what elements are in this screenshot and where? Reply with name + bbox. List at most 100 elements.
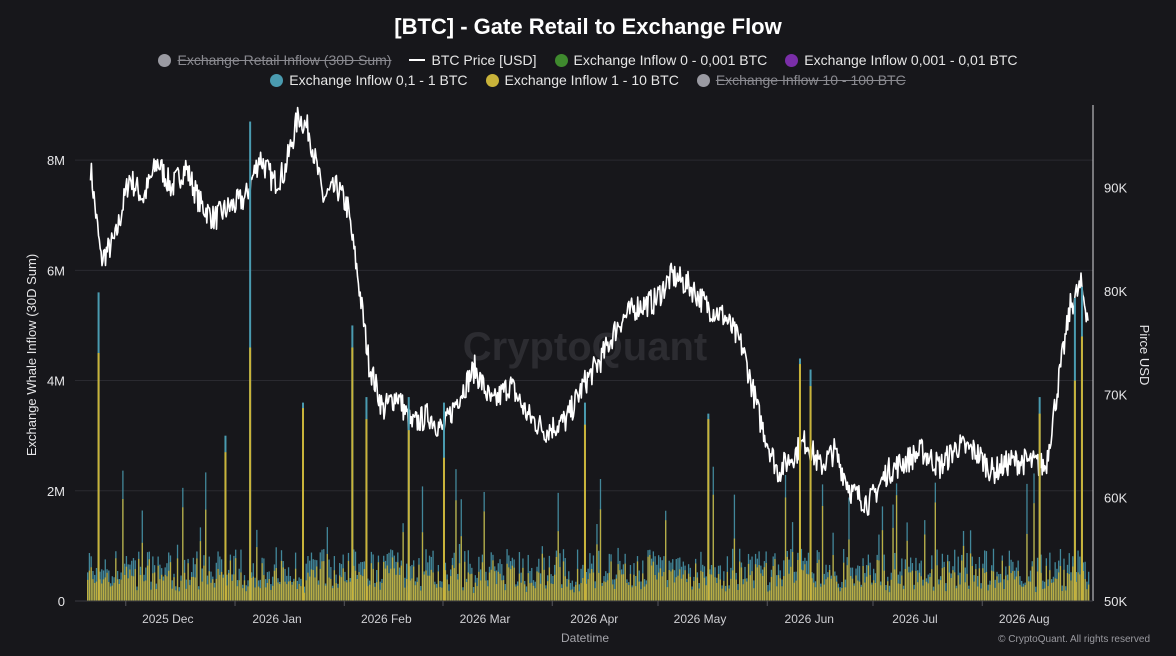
inflow-bar-1-10 bbox=[349, 581, 351, 601]
inflow-bar-1-10 bbox=[554, 574, 556, 601]
inflow-bar-1-10 bbox=[910, 572, 912, 601]
inflow-bar-1-10 bbox=[104, 577, 106, 601]
legend-line-icon bbox=[409, 59, 426, 61]
inflow-bar-1-10 bbox=[1072, 566, 1074, 601]
inflow-bar-1-10 bbox=[952, 570, 954, 601]
inflow-bar-1-10 bbox=[969, 553, 972, 601]
inflow-bar-1-10 bbox=[488, 572, 491, 601]
inflow-bar-1-10 bbox=[122, 498, 124, 601]
inflow-bar-1-10 bbox=[446, 579, 448, 601]
inflow-bar-1-10 bbox=[804, 564, 806, 601]
inflow-bar-1-10 bbox=[557, 531, 559, 601]
inflow-bar-1-10 bbox=[90, 567, 92, 601]
inflow-bar-1-10 bbox=[973, 581, 975, 601]
inflow-bar-1-10 bbox=[702, 571, 704, 601]
inflow-bar-1-10 bbox=[749, 575, 751, 601]
inflow-bar-1-10 bbox=[767, 591, 769, 601]
inflow-bar-1-10 bbox=[663, 571, 665, 601]
inflow-bar-1-10 bbox=[383, 561, 385, 601]
inflow-bar-1-10 bbox=[987, 590, 989, 601]
inflow-bar-1-10 bbox=[1008, 565, 1010, 601]
inflow-bar-1-10 bbox=[398, 574, 401, 601]
inflow-bar-1-10 bbox=[277, 582, 279, 601]
inflow-bar-1-10 bbox=[331, 588, 334, 601]
inflow-bar-1-10 bbox=[354, 570, 357, 601]
inflow-bar-1-10 bbox=[326, 553, 328, 601]
inflow-bar-1-10 bbox=[183, 572, 186, 601]
legend-item-inflow-0001-001[interactable]: Exchange Inflow 0,001 - 0,01 BTC bbox=[785, 52, 1018, 68]
inflow-bar-1-10 bbox=[550, 583, 552, 601]
inflow-bar-1-10 bbox=[795, 580, 797, 601]
inflow-bar-1-10 bbox=[652, 561, 655, 601]
spike-bar-1-10 bbox=[583, 424, 586, 601]
inflow-bar-1-10 bbox=[818, 559, 820, 601]
x-tick-label: 2025 Dec bbox=[142, 612, 193, 626]
inflow-bar-1-10 bbox=[164, 574, 166, 601]
inflow-bar-1-10 bbox=[783, 576, 785, 601]
spike-bar-1-10 bbox=[1080, 336, 1083, 601]
inflow-bar-1-10 bbox=[737, 589, 739, 601]
inflow-bar-1-10 bbox=[178, 591, 180, 601]
inflow-bar-1-10 bbox=[786, 556, 788, 601]
inflow-bar-1-10 bbox=[772, 566, 774, 601]
inflow-bar-1-10 bbox=[1052, 582, 1055, 601]
inflow-bar-1-10 bbox=[495, 584, 498, 601]
inflow-bar-1-10 bbox=[1043, 588, 1046, 601]
inflow-bar-1-10 bbox=[1042, 589, 1044, 601]
inflow-bar-1-10 bbox=[250, 577, 253, 601]
inflow-bar-1-10 bbox=[931, 569, 933, 601]
inflow-bar-1-10 bbox=[569, 590, 572, 601]
inflow-bar-1-10 bbox=[834, 576, 836, 601]
inflow-bar-1-10 bbox=[108, 581, 110, 601]
inflow-bar-1-10 bbox=[620, 574, 623, 601]
inflow-bar-1-10 bbox=[562, 561, 565, 601]
legend-item-btc-price[interactable]: BTC Price [USD] bbox=[409, 52, 537, 68]
inflow-bar-1-10 bbox=[543, 569, 545, 601]
x-tick-label: 2026 May bbox=[674, 612, 727, 626]
inflow-bar-1-10 bbox=[851, 578, 854, 601]
inflow-bar-1-10 bbox=[693, 580, 695, 601]
inflow-bar-1-10 bbox=[226, 585, 228, 601]
x-axis-ticks: 2025 Dec 2026 Jan 2026 Feb 2026 Mar 2026 Apr… bbox=[125, 601, 1050, 626]
inflow-bar-1-10 bbox=[441, 587, 443, 601]
inflow-bar-1-10 bbox=[317, 584, 320, 601]
legend-dot-icon bbox=[270, 73, 284, 87]
inflow-bar-1-10 bbox=[895, 495, 898, 601]
inflow-bar-1-10 bbox=[668, 570, 670, 601]
legend-row-1: Exchange Retail Inflow (30D Sum) BTC Pri… bbox=[0, 52, 1176, 68]
legend-item-inflow-1-10[interactable]: Exchange Inflow 1 - 10 BTC bbox=[485, 72, 679, 88]
inflow-bar-1-10 bbox=[360, 574, 362, 601]
legend-item-inflow-0-0001[interactable]: Exchange Inflow 0 - 0,001 BTC bbox=[554, 52, 767, 68]
inflow-bar-1-10 bbox=[298, 583, 300, 601]
inflow-bar-1-10 bbox=[991, 570, 993, 601]
inflow-bar-1-10 bbox=[421, 532, 424, 601]
inflow-bar-1-10 bbox=[850, 576, 852, 601]
inflow-bar-1-10 bbox=[996, 576, 998, 601]
inflow-bar-1-10 bbox=[215, 578, 217, 601]
inflow-bar-1-10 bbox=[580, 583, 582, 601]
inflow-bar-1-10 bbox=[800, 569, 803, 601]
legend-item-inflow-01-1[interactable]: Exchange Inflow 0,1 - 1 BTC bbox=[270, 72, 468, 88]
legend-item-inflow-10-100[interactable]: Exchange Inflow 10 - 100 BTC bbox=[696, 72, 906, 88]
inflow-bar-1-10 bbox=[118, 583, 121, 601]
inflow-bar-1-10 bbox=[169, 562, 172, 601]
inflow-bar-1-10 bbox=[102, 579, 105, 601]
inflow-bar-1-10 bbox=[397, 562, 399, 601]
inflow-bar-1-10 bbox=[797, 559, 799, 601]
inflow-bar-1-10 bbox=[259, 588, 262, 601]
inflow-bar-1-10 bbox=[316, 566, 318, 601]
inflow-bar-1-10 bbox=[400, 565, 402, 601]
inflow-bar-1-10 bbox=[1086, 589, 1088, 601]
inflow-bar-1-10 bbox=[430, 569, 432, 601]
inflow-bar-1-10 bbox=[814, 587, 817, 601]
inflow-bar-1-10 bbox=[307, 572, 309, 601]
inflow-bar-1-10 bbox=[631, 587, 633, 601]
inflow-bar-1-10 bbox=[189, 585, 191, 601]
inflow-bar-1-10 bbox=[208, 571, 210, 601]
inflow-bar-1-10 bbox=[328, 577, 330, 601]
inflow-bar-1-10 bbox=[823, 584, 825, 601]
legend-item-retail-inflow[interactable]: Exchange Retail Inflow (30D Sum) bbox=[158, 52, 391, 68]
inflow-bar-1-10 bbox=[721, 588, 723, 601]
inflow-bar-1-10 bbox=[243, 580, 246, 601]
